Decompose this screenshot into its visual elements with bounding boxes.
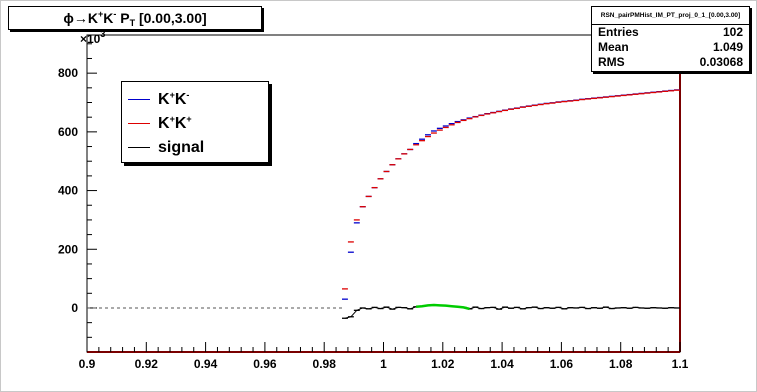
- legend-sup: +: [169, 114, 175, 124]
- stats-label: RMS: [598, 55, 625, 69]
- legend-entry-signal: signal: [122, 136, 262, 160]
- signal-line: [344, 304, 678, 319]
- legend-label-kpkp: K+K+: [158, 114, 192, 134]
- legend-line-red: [128, 123, 150, 124]
- title-sub-t: T: [129, 18, 136, 28]
- stats-value: 0.03068: [699, 55, 743, 69]
- x-tick-label: 1.1: [672, 357, 689, 371]
- legend-sup: +: [186, 114, 192, 124]
- x-tick-label: 1.08: [609, 357, 633, 371]
- title-text-p: P: [116, 10, 130, 26]
- title-sup-1: +: [97, 9, 104, 19]
- legend-entry-kpkp: K+K+: [122, 112, 262, 136]
- stats-histogram-name: RSN_pairPMHist_IM_PT_proj_0_1_[0.00,3.00…: [592, 7, 749, 25]
- stats-row-rms: RMS 0.03068: [592, 55, 749, 70]
- stats-label: Mean: [598, 40, 629, 54]
- x-tick-label: 0.98: [313, 357, 337, 371]
- signal-peak-highlight: [415, 303, 470, 311]
- legend-line-blue: [128, 99, 150, 100]
- exponent-power: 3: [100, 29, 106, 39]
- legend-k: K: [158, 115, 170, 132]
- stats-box: RSN_pairPMHist_IM_PT_proj_0_1_[0.00,3.00…: [591, 6, 750, 72]
- x-tick-label: 1.06: [550, 357, 574, 371]
- y-tick-label: 200: [58, 242, 78, 256]
- title-sup-2: -: [113, 9, 117, 19]
- legend-sup: -: [186, 90, 190, 100]
- legend-label-kpkm: K+K-: [158, 90, 189, 110]
- title-text-range: [0.00,3.00]: [135, 10, 207, 26]
- title-text-k: K: [103, 10, 114, 26]
- stats-row-entries: Entries 102: [592, 25, 749, 40]
- x-tick-label: 0.94: [194, 357, 218, 371]
- legend-k: K: [174, 91, 187, 108]
- exponent-base: ×10: [80, 32, 101, 46]
- y-tick-label: 400: [58, 184, 78, 198]
- title-text-phi: ϕ→K: [63, 10, 98, 26]
- x-tick-label: 0.92: [135, 357, 159, 371]
- y-axis-exponent: ×103: [80, 29, 106, 47]
- stats-label: Entries: [598, 25, 639, 39]
- histogram-title: ϕ→K+K- PT [0.00,3.00]: [8, 6, 262, 30]
- legend-entry-kpkm: K+K-: [122, 88, 262, 112]
- legend-sup: +: [169, 90, 175, 100]
- y-tick-label: 0: [71, 301, 78, 315]
- y-tick-label: 600: [58, 125, 78, 139]
- legend-line-black: [128, 147, 150, 148]
- legend-label-signal: signal: [158, 139, 205, 156]
- stats-value: 102: [722, 25, 743, 39]
- x-tick-label: 0.96: [253, 357, 277, 371]
- x-tick-label: 0.9: [79, 357, 96, 371]
- x-tick-label: 1.02: [431, 357, 455, 371]
- stats-value: 1.049: [712, 40, 743, 54]
- y-tick-label: 800: [58, 66, 78, 80]
- legend: K+K- K+K+ signal: [121, 81, 269, 163]
- stats-row-mean: Mean 1.049: [592, 40, 749, 55]
- x-tick-label: 1.04: [490, 357, 514, 371]
- x-tick-label: 1: [380, 357, 387, 371]
- legend-k: K: [174, 115, 187, 132]
- legend-k: K: [158, 91, 170, 108]
